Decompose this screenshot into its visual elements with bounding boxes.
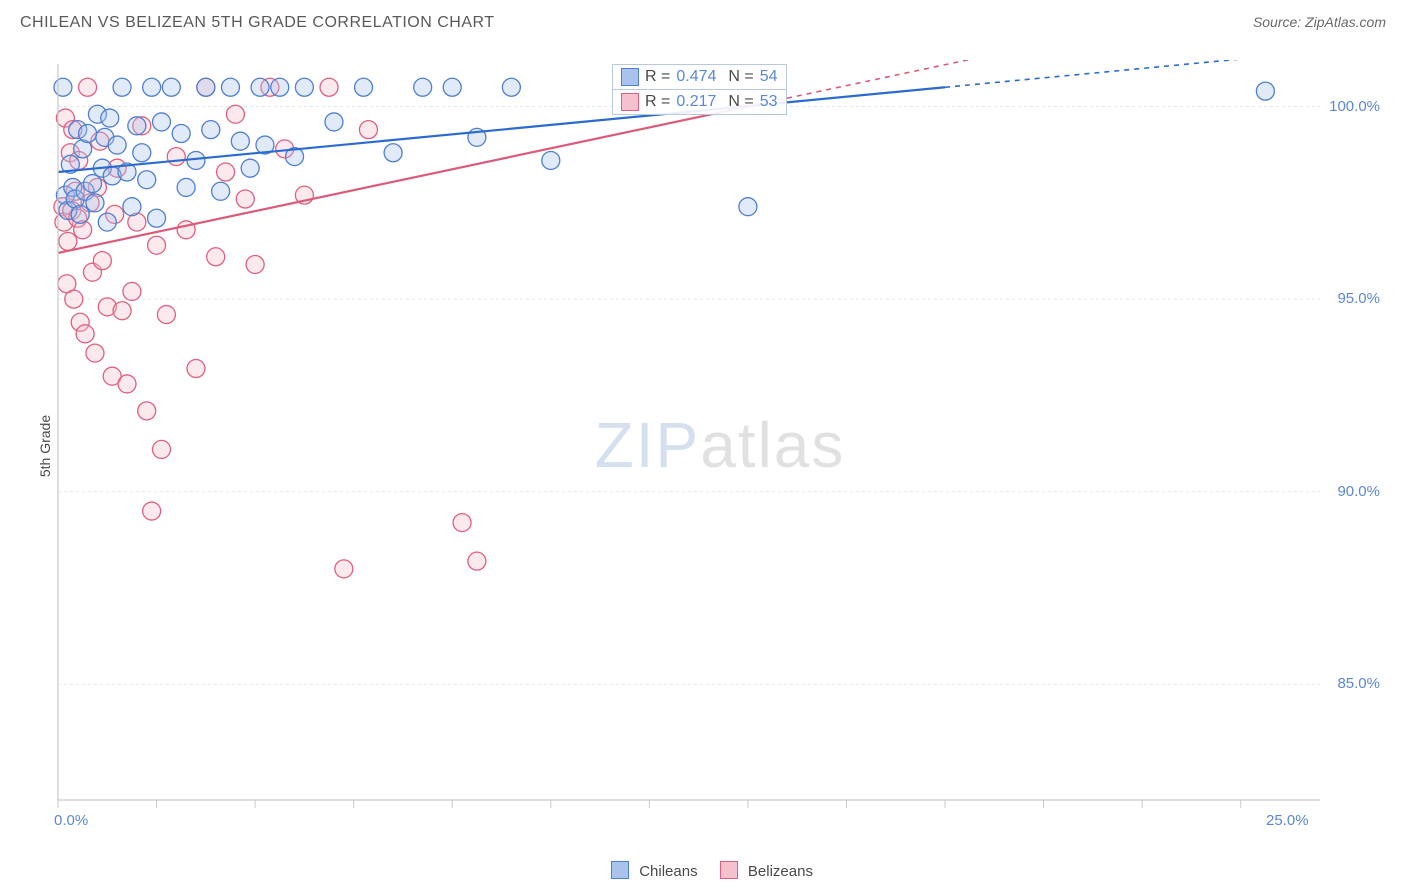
chart-title: CHILEAN VS BELIZEAN 5TH GRADE CORRELATIO… — [20, 14, 495, 31]
scatter-svg — [50, 60, 1390, 830]
chart-container: CHILEAN VS BELIZEAN 5TH GRADE CORRELATIO… — [0, 0, 1406, 892]
legend-swatch-chileans-icon — [611, 861, 629, 879]
plot-area: ZIPatlas R = 0.474 N = 54 R = 0.217 N = … — [50, 60, 1390, 830]
n-value-chileans: 54 — [760, 68, 778, 86]
correlation-box: R = 0.474 N = 54 R = 0.217 N = 53 — [612, 64, 787, 115]
correlation-row-belizeans: R = 0.217 N = 53 — [612, 90, 787, 115]
n-label: N = — [728, 93, 753, 111]
legend-label-belizeans: Belizeans — [748, 863, 813, 880]
swatch-chileans-icon — [621, 68, 639, 86]
x-tick-label: 25.0% — [1266, 812, 1309, 829]
swatch-belizeans-icon — [621, 93, 639, 111]
legend-label-chileans: Chileans — [639, 863, 697, 880]
r-label: R = — [645, 68, 670, 86]
r-value-belizeans: 0.217 — [676, 93, 716, 111]
y-tick-label: 85.0% — [1337, 675, 1380, 692]
y-tick-label: 90.0% — [1337, 483, 1380, 500]
r-label: R = — [645, 93, 670, 111]
y-tick-label: 100.0% — [1329, 98, 1380, 115]
bottom-legend: Chileans Belizeans — [0, 861, 1406, 880]
y-tick-label: 95.0% — [1337, 290, 1380, 307]
r-value-chileans: 0.474 — [676, 68, 716, 86]
x-tick-label: 0.0% — [54, 812, 88, 829]
source-attribution: Source: ZipAtlas.com — [1253, 14, 1386, 30]
header: CHILEAN VS BELIZEAN 5TH GRADE CORRELATIO… — [0, 0, 1406, 48]
n-value-belizeans: 53 — [760, 93, 778, 111]
n-label: N = — [728, 68, 753, 86]
correlation-row-chileans: R = 0.474 N = 54 — [612, 64, 787, 90]
legend-swatch-belizeans-icon — [720, 861, 738, 879]
